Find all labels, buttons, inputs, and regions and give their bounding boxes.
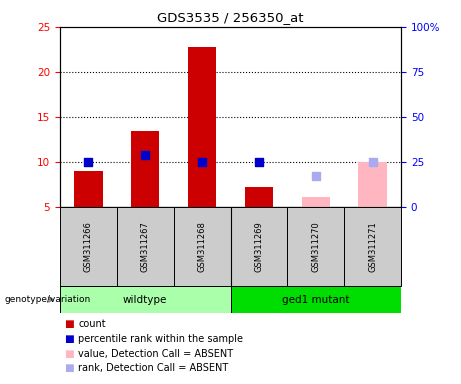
Bar: [301, 197, 330, 207]
Point: [142, 152, 149, 158]
Point: [85, 159, 92, 166]
Bar: [74, 171, 102, 207]
Text: GSM311271: GSM311271: [368, 221, 377, 272]
Point: [369, 159, 376, 166]
Text: count: count: [78, 319, 106, 329]
Bar: [230, 207, 287, 286]
Text: ■: ■: [65, 349, 74, 359]
Text: ged1 mutant: ged1 mutant: [282, 295, 349, 305]
Text: rank, Detection Call = ABSENT: rank, Detection Call = ABSENT: [78, 363, 229, 373]
Point: [255, 159, 263, 166]
Text: GDS3535 / 256350_at: GDS3535 / 256350_at: [157, 12, 304, 25]
Bar: [245, 187, 273, 207]
Bar: [344, 207, 401, 286]
Text: ■: ■: [65, 363, 74, 373]
Text: GSM311266: GSM311266: [84, 221, 93, 272]
Text: ■: ■: [65, 319, 74, 329]
Text: wildtype: wildtype: [123, 295, 167, 305]
Text: percentile rank within the sample: percentile rank within the sample: [78, 334, 243, 344]
Text: value, Detection Call = ABSENT: value, Detection Call = ABSENT: [78, 349, 233, 359]
Bar: [188, 47, 216, 207]
Bar: [174, 207, 230, 286]
Text: ■: ■: [65, 334, 74, 344]
Bar: [60, 286, 230, 313]
Bar: [131, 131, 160, 207]
Point: [312, 173, 319, 179]
Bar: [358, 162, 387, 207]
Point: [198, 159, 206, 166]
Bar: [117, 207, 174, 286]
Text: GSM311268: GSM311268: [198, 221, 207, 272]
Text: GSM311269: GSM311269: [254, 221, 263, 272]
Bar: [287, 207, 344, 286]
Text: GSM311270: GSM311270: [311, 221, 320, 272]
Text: genotype/variation: genotype/variation: [5, 295, 91, 304]
Bar: [60, 207, 117, 286]
Text: GSM311267: GSM311267: [141, 221, 150, 272]
Bar: [230, 286, 401, 313]
